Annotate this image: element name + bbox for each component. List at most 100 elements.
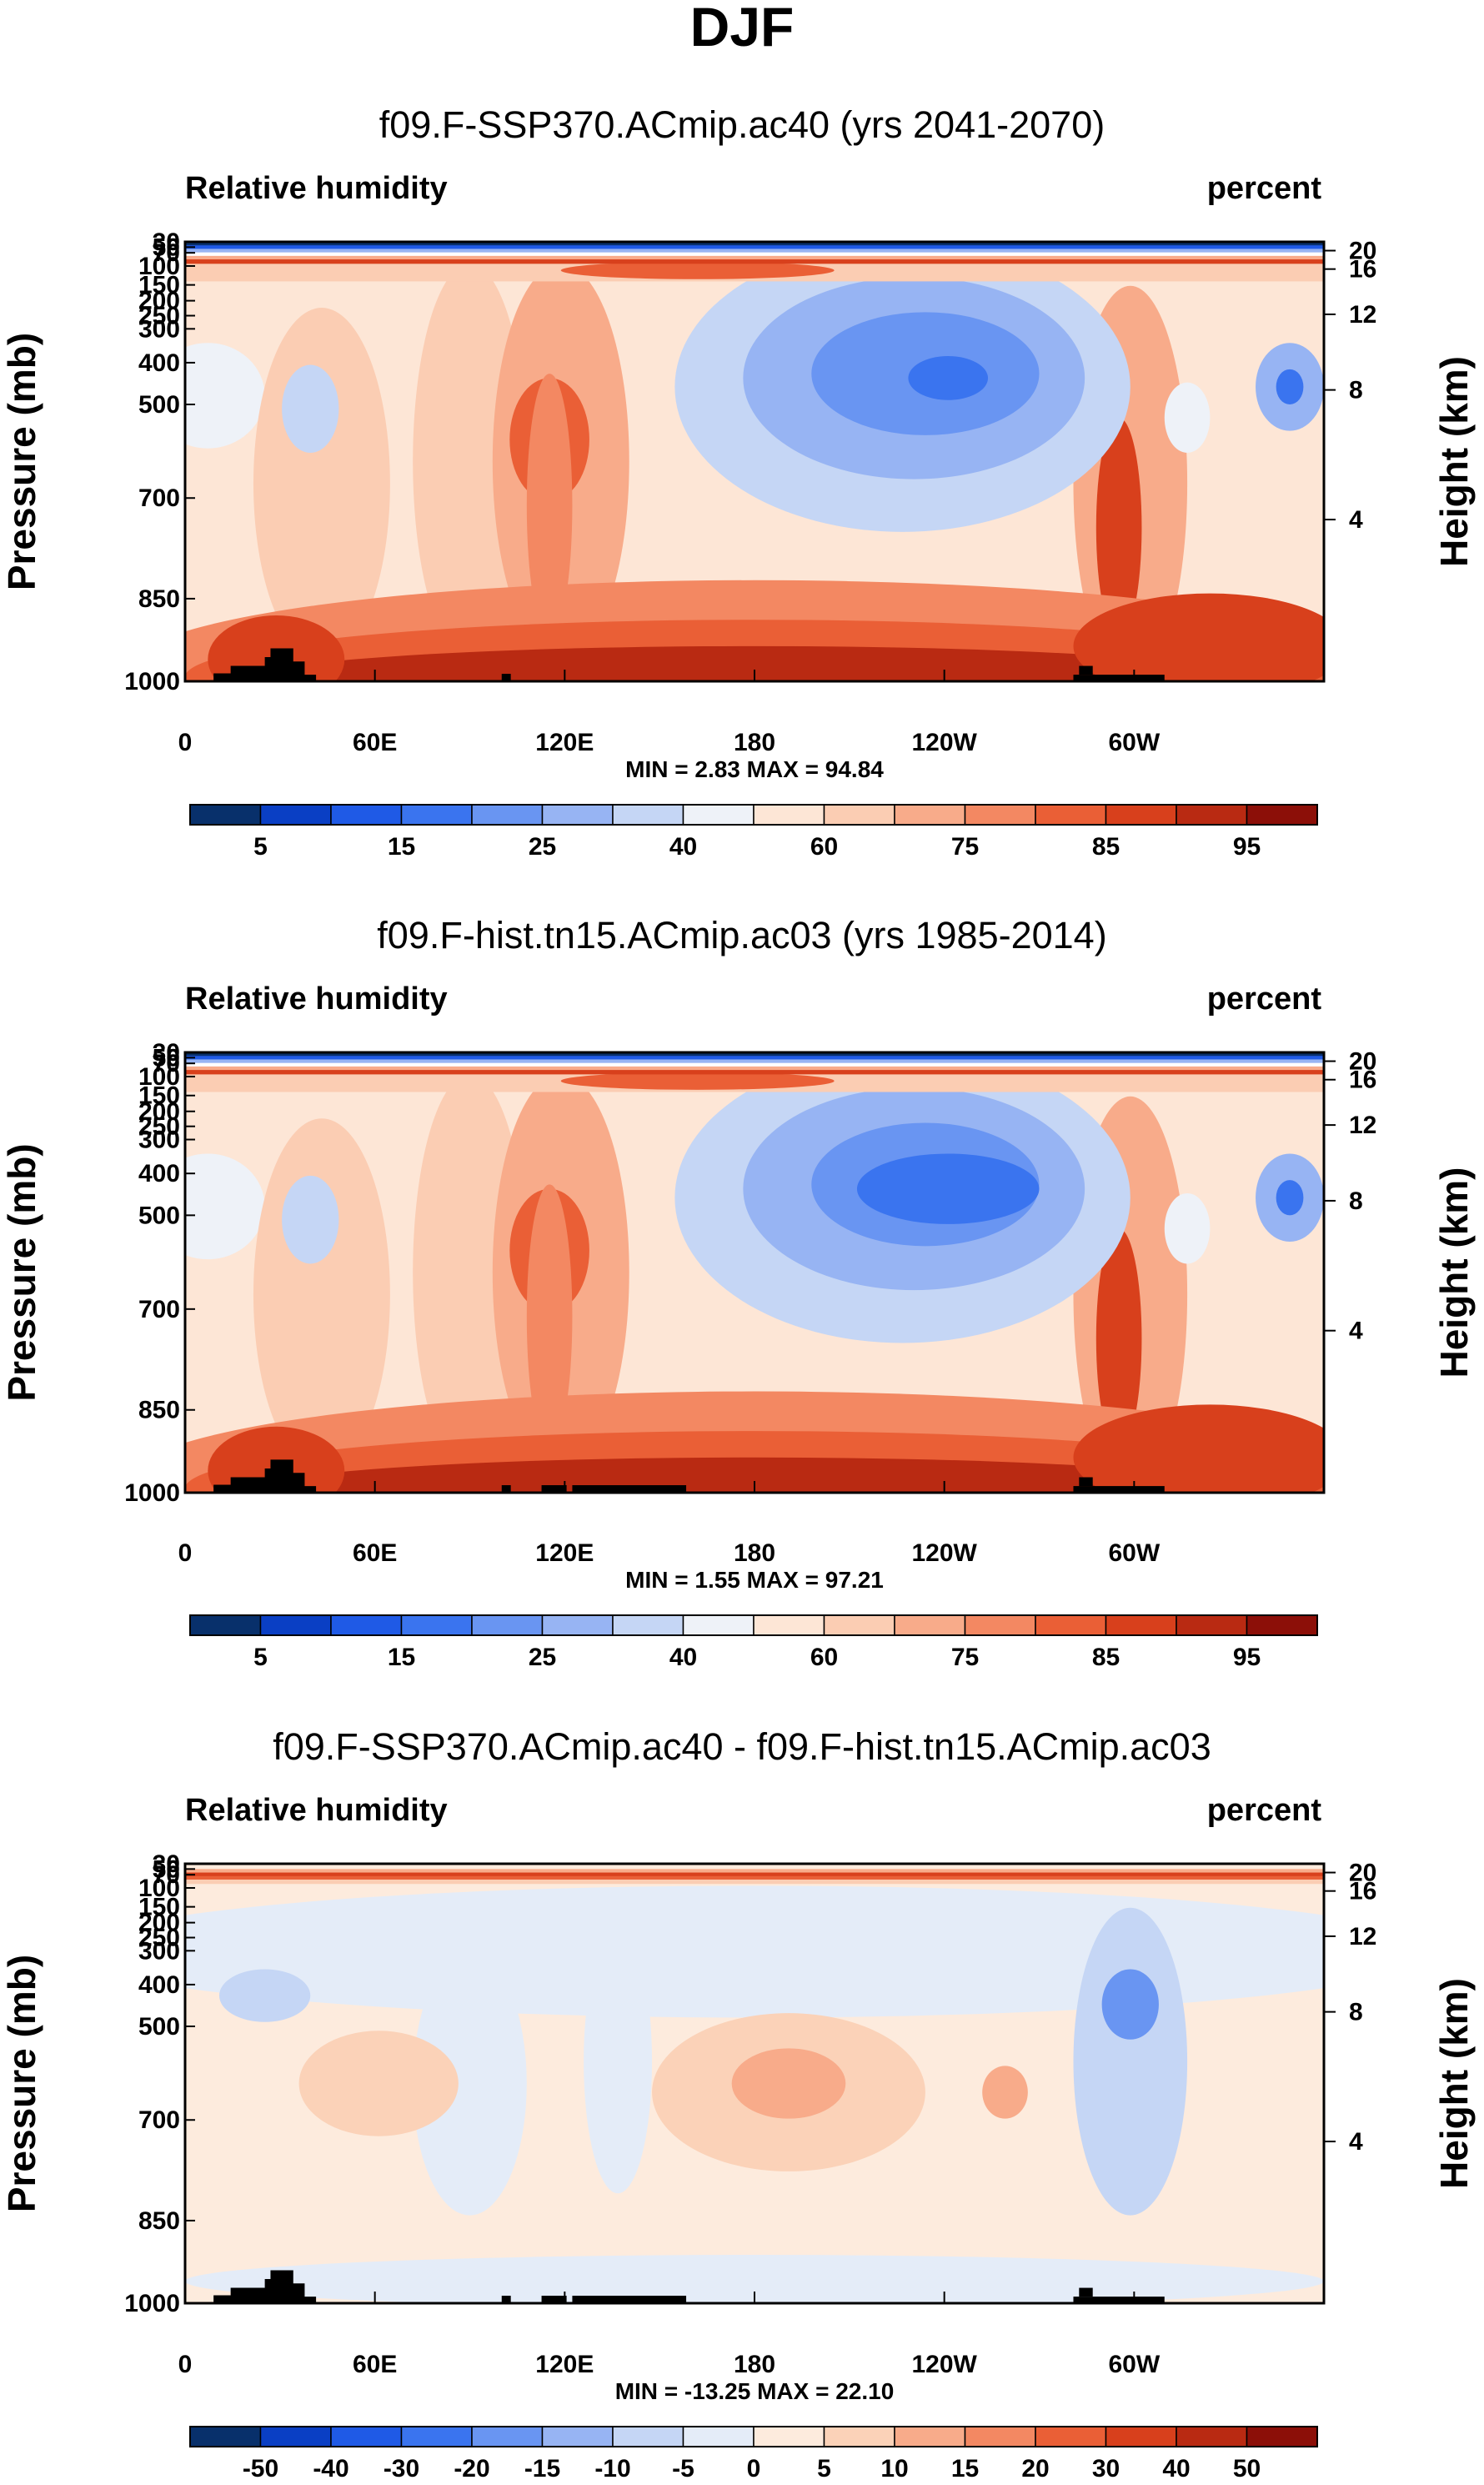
colorbar-label: 60	[810, 833, 838, 861]
colorbar-label: 30	[1092, 2455, 1120, 2481]
contour-fill-maritime-column	[526, 374, 573, 638]
contour-fill-sa-dry	[1164, 382, 1211, 453]
y-tick-label: 50	[153, 1855, 180, 1883]
colorbar-box	[541, 2426, 614, 2447]
y-right-tick-label: 8	[1349, 1999, 1363, 2026]
contour-fill-stratosphere	[185, 248, 1324, 254]
contour-fill-africa-drying	[218, 1969, 311, 2022]
contour-fill-pacific-moistening-core	[731, 2048, 846, 2119]
x-tick-label: 120E	[535, 1539, 594, 1567]
contour-field	[185, 1052, 1324, 1493]
contour-fill-tropopause-change	[185, 1869, 1324, 1874]
y-axis-title: Pressure (mb)	[0, 1143, 43, 1401]
y-tick-label: 850	[138, 1397, 180, 1424]
y-axis-title: Pressure (mb)	[0, 1955, 43, 2212]
variable-label: Relative humidity	[185, 171, 448, 206]
colorbar-box	[400, 804, 473, 826]
colorbar-box	[823, 2426, 895, 2447]
contour-fill-andes-core	[1095, 1228, 1142, 1449]
contour-field	[185, 1864, 1324, 2303]
colorbar-box	[753, 1614, 825, 1636]
y-tick-label: 500	[138, 391, 180, 419]
terrain-australia-west	[541, 2296, 567, 2303]
y-tick-label: 100	[138, 1875, 180, 1902]
y-right-tick-label: 16	[1349, 256, 1376, 284]
y-right-tick-label: 20	[1349, 238, 1376, 265]
contour-fill-west-dry	[185, 343, 265, 449]
y-axis-title: Pressure (mb)	[0, 333, 43, 590]
units-label: percent	[1207, 981, 1322, 1017]
colorbar-box	[753, 804, 825, 826]
x-tick-label: 120W	[911, 2351, 977, 2378]
colorbar-box	[1246, 804, 1318, 826]
colorbar-box	[541, 804, 614, 826]
contour-fill-tropopause-change	[185, 1875, 1324, 1881]
colorbar-box	[259, 2426, 332, 2447]
y-right-tick-label: 12	[1349, 1923, 1376, 1950]
contour-fill-atlantic-dry-core	[1276, 1180, 1304, 1216]
contour-fill-maritime-column	[526, 1184, 573, 1449]
colorbar-box	[471, 804, 544, 826]
y-right-tick-label: 16	[1349, 1067, 1376, 1094]
colorbar-box	[1176, 2426, 1248, 2447]
contour-fill-africa-moistening	[298, 2031, 459, 2136]
colorbar-box	[682, 804, 755, 826]
colorbar-box	[964, 2426, 1036, 2447]
contour-fill-indian	[413, 1074, 527, 1471]
y-tick-label: 70	[153, 1050, 180, 1077]
y-right-tick-label: 20	[1349, 1048, 1376, 1076]
colorbar-label: -50	[243, 2455, 278, 2481]
colorbar-label: 5	[253, 833, 268, 861]
contour-fill-stratosphere	[185, 1056, 1324, 1061]
x-tick-label: 120E	[535, 2351, 594, 2378]
y-right-tick-label: 4	[1349, 1318, 1363, 1345]
colorbar-box	[964, 804, 1036, 826]
terrain-maritime	[501, 1485, 511, 1493]
terrain-andes	[1073, 675, 1165, 681]
colorbar-box	[259, 804, 332, 826]
chart-title: f09.F-hist.tn15.ACmip.ac03 (yrs 1985-201…	[377, 914, 1106, 956]
y-tick-label: 250	[138, 303, 180, 330]
colorbar-box	[1246, 1614, 1318, 1636]
y-right-tick-label: 12	[1349, 301, 1376, 329]
contour-fill-atlantic-dry-core	[1276, 369, 1304, 404]
colorbar-box	[753, 2426, 825, 2447]
contour-field	[185, 242, 1324, 681]
colorbar-box	[1176, 804, 1248, 826]
colorbar-label: 15	[951, 2455, 979, 2481]
terrain-africa	[213, 2270, 317, 2303]
contour-fill-andes-core	[1095, 417, 1142, 638]
colorbar-label: -40	[313, 2455, 348, 2481]
chart-title: f09.F-SSP370.ACmip.ac40 (yrs 2041-2070)	[379, 103, 1105, 146]
contour-fill-atlantic-boundary	[1073, 593, 1324, 681]
contour-fill-stratosphere	[185, 1059, 1324, 1064]
colorbar-box	[471, 1614, 544, 1636]
colorbar-label: 40	[1162, 2455, 1190, 2481]
contour-fill-atlantic-boundary	[1073, 1404, 1324, 1493]
terrain-australia-west	[541, 1485, 567, 1493]
colorbar-box	[682, 1614, 755, 1636]
colorbar-label: 50	[1233, 2455, 1261, 2481]
colorbar-box	[1035, 2426, 1107, 2447]
colorbar-label: 75	[951, 833, 979, 861]
contour-fill-tropopause-core	[560, 1072, 835, 1090]
colorbar-box	[1105, 1614, 1177, 1636]
contour-fill-maritime-drying	[584, 1930, 653, 2194]
colorbar-box	[330, 1614, 403, 1636]
colorbar-label: 10	[880, 2455, 908, 2481]
y-tick-label: 700	[138, 484, 180, 512]
y-tick-label: 700	[138, 2106, 180, 2134]
y-tick-label: 30	[153, 1039, 180, 1067]
y-tick-label: 30	[153, 228, 180, 256]
y-tick-label: 200	[138, 1098, 180, 1126]
colorbar-box	[612, 804, 684, 826]
x-tick-label: 60E	[353, 1539, 397, 1567]
colorbar-label: 25	[529, 1644, 556, 1671]
contour-fill-stratosphere	[185, 1052, 1324, 1057]
x-tick-label: 0	[178, 1539, 193, 1567]
x-tick-label: 60E	[353, 729, 397, 756]
y-tick-label: 400	[138, 349, 180, 377]
min-max-label: MIN = 1.55 MAX = 97.21	[625, 1567, 884, 1593]
colorbar-label: 95	[1233, 1644, 1261, 1671]
